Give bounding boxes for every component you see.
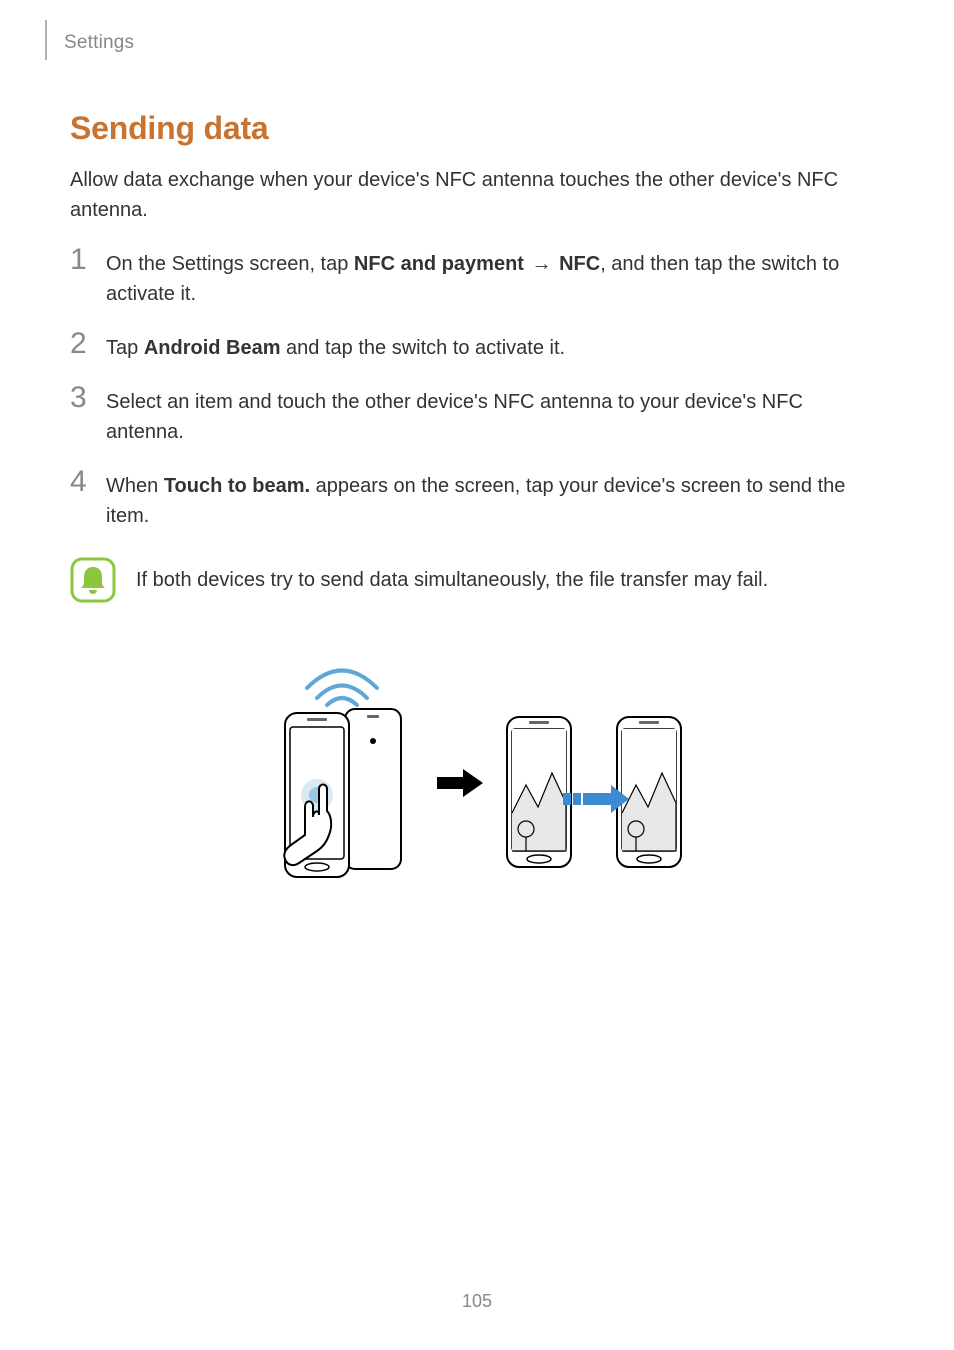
step-bold: Touch to beam. <box>164 475 310 497</box>
note-text: If both devices try to send data simulta… <box>136 566 768 594</box>
step-bold: Android Beam <box>144 337 281 359</box>
step-body: Tap Android Beam and tap the switch to a… <box>106 329 884 363</box>
step-3: 3 Select an item and touch the other dev… <box>70 383 884 447</box>
step-1: 1 On the Settings screen, tap NFC and pa… <box>70 245 884 309</box>
left-phone-pair-icon <box>284 709 401 877</box>
step-number: 1 <box>70 245 106 275</box>
step-2: 2 Tap Android Beam and tap the switch to… <box>70 329 884 363</box>
step-bold: NFC <box>559 253 600 275</box>
note-bell-icon <box>70 557 116 603</box>
intro-paragraph: Allow data exchange when your device's N… <box>70 165 884 225</box>
step-text: When <box>106 475 164 497</box>
header-section-label: Settings <box>64 32 134 54</box>
steps-list: 1 On the Settings screen, tap NFC and pa… <box>70 245 884 531</box>
arrow-inline: → <box>524 253 559 275</box>
header-rule <box>45 20 47 60</box>
page: Settings Sending data Allow data exchang… <box>0 0 954 1350</box>
step-4: 4 When Touch to beam. appears on the scr… <box>70 467 884 531</box>
page-title: Sending data <box>70 110 884 147</box>
arrow-right-icon <box>437 769 483 797</box>
nfc-beam-illustration <box>70 643 884 903</box>
page-number: 105 <box>0 1291 954 1312</box>
step-number: 3 <box>70 383 106 413</box>
step-text: and tap the switch to activate it. <box>281 337 566 359</box>
step-number: 2 <box>70 329 106 359</box>
step-text: Tap <box>106 337 144 359</box>
step-number: 4 <box>70 467 106 497</box>
right-phone-pair-icon <box>507 717 681 867</box>
step-bold: NFC and payment <box>354 253 524 275</box>
note-row: If both devices try to send data simulta… <box>70 557 884 603</box>
step-body: Select an item and touch the other devic… <box>106 383 884 447</box>
step-body: On the Settings screen, tap NFC and paym… <box>106 245 884 309</box>
step-text: On the Settings screen, tap <box>106 253 354 275</box>
step-body: When Touch to beam. appears on the scree… <box>106 467 884 531</box>
step-text: Select an item and touch the other devic… <box>106 391 803 443</box>
